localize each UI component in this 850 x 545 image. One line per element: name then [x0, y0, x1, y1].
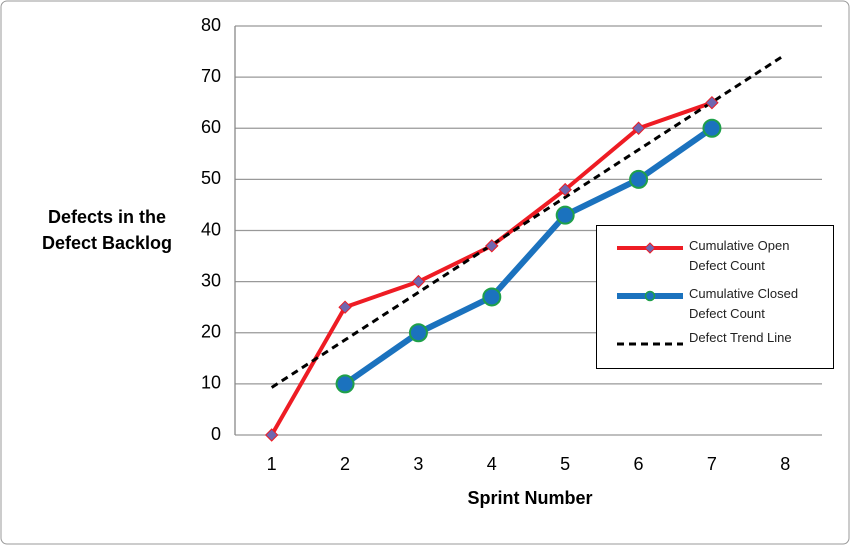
- y-tick-label: 50: [201, 168, 221, 188]
- legend-label: Cumulative Closed Defect Count: [689, 286, 799, 321]
- legend-swatch: [617, 290, 683, 302]
- y-tick-label: 40: [201, 219, 221, 239]
- marker: [485, 239, 499, 253]
- y-tick-label: 60: [201, 117, 221, 137]
- marker: [335, 374, 355, 394]
- marker: [411, 274, 426, 289]
- y-axis-label: Defects in the Defect Backlog: [41, 207, 173, 253]
- marker: [702, 118, 722, 138]
- marker: [629, 169, 649, 189]
- legend-label: Defect Trend Line: [689, 330, 792, 345]
- x-tick-label: 2: [340, 454, 350, 474]
- x-tick-label: 4: [487, 454, 497, 474]
- legend-swatch: [617, 242, 683, 254]
- x-tick-label: 7: [707, 454, 717, 474]
- x-tick-label: 8: [780, 454, 790, 474]
- x-tick-label: 6: [634, 454, 644, 474]
- y-tick-label: 20: [201, 322, 221, 342]
- series-line: [270, 53, 787, 389]
- marker: [264, 428, 279, 442]
- marker: [408, 323, 428, 343]
- legend-item: Cumulative Open Defect Count: [597, 232, 833, 278]
- legend-label: Cumulative Open Defect Count: [689, 238, 790, 273]
- y-tick-label: 10: [201, 373, 221, 393]
- legend-swatch: [617, 342, 683, 346]
- legend-item: Defect Trend Line: [597, 328, 833, 374]
- series-line: [343, 125, 714, 387]
- y-tick-label: 0: [211, 424, 221, 444]
- x-tick-label: 1: [267, 454, 277, 474]
- x-tick-label: 5: [560, 454, 570, 474]
- y-tick-label: 80: [201, 15, 221, 35]
- legend-marker: [644, 242, 656, 254]
- y-tick-label: 70: [201, 66, 221, 86]
- x-tick-label: 3: [413, 454, 423, 474]
- marker: [631, 121, 646, 135]
- legend-item: Cumulative Closed Defect Count: [597, 280, 833, 326]
- marker: [338, 300, 352, 314]
- marker: [555, 205, 575, 225]
- marker: [482, 287, 502, 307]
- legend-marker: [644, 290, 656, 302]
- legend: Cumulative Open Defect Count Cumulative C…: [596, 225, 834, 369]
- marker: [558, 182, 572, 197]
- y-tick-label: 30: [201, 270, 221, 290]
- x-axis-label: Sprint Number: [467, 488, 593, 508]
- marker: [705, 95, 719, 110]
